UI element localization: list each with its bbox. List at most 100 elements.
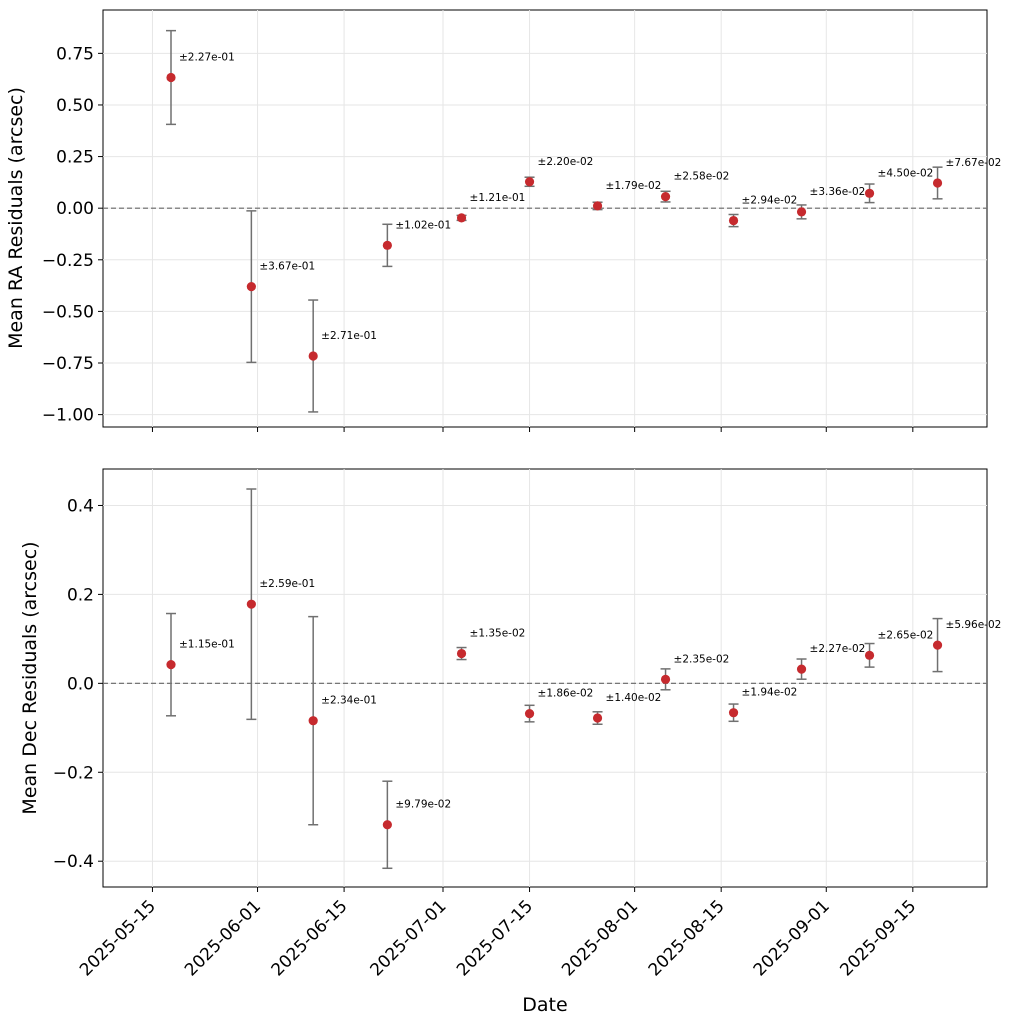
dec-error-label: ±2.65e-02 <box>878 629 934 641</box>
dec-y-tick-label: −0.4 <box>53 852 94 872</box>
ra-y-tick-label: −1.00 <box>42 406 94 426</box>
x-tick-label: 2025-06-15 <box>268 896 352 980</box>
ra-error-label: ±2.94e-02 <box>742 195 798 207</box>
ra-data-point <box>660 192 671 202</box>
dec-data-point <box>796 664 807 674</box>
dec-point-group: ±1.40e-02 <box>592 692 662 725</box>
dec-data-point <box>524 708 535 719</box>
dec-error-label: ±2.34e-01 <box>321 695 377 707</box>
dec-point-group: ±2.59e-01 <box>246 488 315 721</box>
dec-error-label: ±2.59e-01 <box>259 578 315 590</box>
ra-point-group: ±1.02e-01 <box>382 219 451 268</box>
dec-plot-frame <box>102 468 988 888</box>
dec-point-group: ±1.86e-02 <box>524 688 594 723</box>
dec-error-label: ±2.35e-02 <box>674 653 730 665</box>
ra-data-point <box>932 178 943 188</box>
dec-error-label: ±2.27e-02 <box>810 643 866 655</box>
ra-error-label: ±3.36e-02 <box>810 186 866 198</box>
ra-data-point <box>456 213 467 223</box>
ra-grid <box>103 10 987 427</box>
x-tick-label: 2025-09-01 <box>750 896 834 980</box>
ra-data-point <box>796 207 807 217</box>
x-tick-labels: 2025-05-15 2025-06-01 2025-06-15 2025-07-01… <box>76 896 920 980</box>
x-tick-label: 2025-07-01 <box>367 896 451 980</box>
x-tick-label: 2025-08-01 <box>558 896 642 980</box>
ra-point-group: ±2.94e-02 <box>728 195 798 228</box>
ra-y-tick-label: 0.75 <box>56 44 94 64</box>
ra-y-tick-label: −0.50 <box>42 302 94 322</box>
ra-axis-ticks: −1.00 −0.75 −0.50 −0.25 0.00 0.25 0.50 0.75 <box>42 44 914 432</box>
dec-error-label: ±9.79e-02 <box>395 799 451 811</box>
ra-data-points: ±2.27e-01 ±3.67e-01 ±2.71e-01 ±1.02e-01 ±1.2… <box>166 29 1002 413</box>
ra-error-label: ±1.21e-01 <box>470 192 526 204</box>
ra-point-group: ±2.58e-02 <box>660 171 730 203</box>
dec-point-group: ±2.65e-02 <box>864 629 934 668</box>
ra-point-group: ±2.20e-02 <box>524 156 593 188</box>
x-axis-title: Date <box>522 994 567 1016</box>
ra-error-label: ±4.50e-02 <box>878 167 934 179</box>
ra-data-point <box>728 215 739 226</box>
dec-error-label: ±5.96e-02 <box>946 619 1002 631</box>
dec-data-point <box>660 674 671 684</box>
dec-error-label: ±1.15e-01 <box>179 639 235 651</box>
ra-error-label: ±7.67e-02 <box>946 157 1002 169</box>
ra-y-tick-label: −0.25 <box>42 251 94 271</box>
ra-data-point <box>246 282 256 292</box>
ra-y-tick-label: 0.25 <box>56 148 94 168</box>
ra-y-tick-label: 0.00 <box>56 199 94 219</box>
dec-point-group: ±1.94e-02 <box>728 687 798 723</box>
dec-data-point <box>728 708 739 718</box>
dec-point-group: ±9.79e-02 <box>382 780 451 870</box>
dec-grid <box>103 469 987 887</box>
ra-data-point <box>864 188 875 198</box>
dec-residuals-panel: −0.4 −0.2 0.0 0.2 0.4 ±1.15e-01 ±2.59e-01 ±2.3… <box>19 468 1002 892</box>
dec-error-label: ±1.40e-02 <box>606 692 662 704</box>
dec-point-group: ±1.35e-02 <box>456 628 526 661</box>
ra-y-axis-title: Mean RA Residuals (arcsec) <box>5 87 27 349</box>
ra-error-label: ±2.58e-02 <box>674 171 730 183</box>
ra-data-point <box>592 201 603 211</box>
ra-point-group: ±1.21e-01 <box>456 192 526 223</box>
ra-y-tick-label: 0.50 <box>56 96 94 116</box>
ra-point-group: ±2.71e-01 <box>308 299 377 413</box>
ra-error-label: ±1.02e-01 <box>395 219 451 231</box>
dec-error-label: ±1.86e-02 <box>538 688 594 700</box>
dec-axis-ticks: −0.4 −0.2 0.0 0.2 0.4 <box>53 496 914 892</box>
ra-data-point <box>166 72 176 83</box>
ra-data-point <box>524 177 535 187</box>
dec-data-point <box>456 648 467 659</box>
dec-y-tick-label: 0.0 <box>67 674 94 694</box>
x-tick-label: 2025-07-15 <box>453 896 537 980</box>
ra-error-label: ±3.67e-01 <box>259 261 315 273</box>
dec-data-point <box>308 716 318 726</box>
dec-data-point <box>246 599 256 609</box>
dec-point-group: ±1.15e-01 <box>166 612 235 717</box>
ra-data-point <box>382 240 392 250</box>
dec-data-point <box>864 650 875 660</box>
dec-y-axis-title: Mean Dec Residuals (arcsec) <box>19 541 41 814</box>
dec-point-group: ±2.27e-02 <box>796 643 866 680</box>
dec-y-tick-label: 0.4 <box>67 496 94 516</box>
dec-point-group: ±2.35e-02 <box>660 653 730 691</box>
dec-point-group: ±5.96e-02 <box>932 617 1002 673</box>
x-tick-label: 2025-06-01 <box>181 896 265 980</box>
ra-point-group: ±2.27e-01 <box>166 29 235 126</box>
ra-data-point <box>308 351 318 361</box>
ra-point-group: ±7.67e-02 <box>932 157 1002 200</box>
ra-error-label: ±2.27e-01 <box>179 52 235 64</box>
dec-data-points: ±1.15e-01 ±2.59e-01 ±2.34e-01 ±9.79e-02 ±1.3… <box>166 488 1002 870</box>
dec-y-tick-label: 0.2 <box>67 585 94 605</box>
ra-y-tick-label: −0.75 <box>42 354 94 374</box>
ra-residuals-panel: −1.00 −0.75 −0.50 −0.25 0.00 0.25 0.50 0.75 ±2.… <box>5 9 1002 432</box>
dec-error-label: ±1.35e-02 <box>470 628 526 640</box>
ra-point-group: ±1.79e-02 <box>592 180 662 211</box>
ra-error-label: ±1.79e-02 <box>606 180 662 192</box>
dec-y-tick-label: −0.2 <box>53 763 94 783</box>
ra-plot-frame <box>102 9 988 428</box>
dec-error-label: ±1.94e-02 <box>742 687 798 699</box>
x-tick-label: 2025-09-15 <box>836 896 920 980</box>
ra-point-group: ±3.67e-01 <box>246 210 315 364</box>
dec-point-group: ±2.34e-01 <box>308 615 377 826</box>
dec-data-point <box>166 660 176 670</box>
